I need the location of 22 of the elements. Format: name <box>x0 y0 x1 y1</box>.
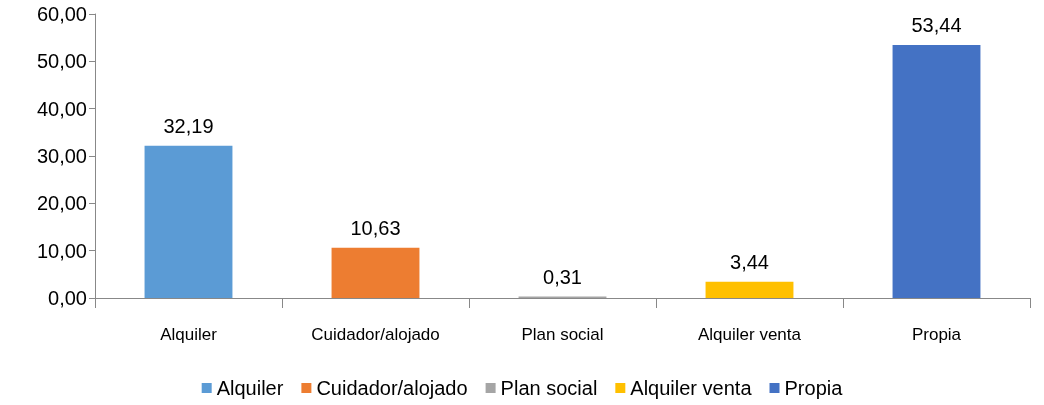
y-tick-label: 40,00 <box>36 97 87 120</box>
y-tick-label: 30,00 <box>36 145 87 167</box>
x-tick-label: Alquiler venta <box>697 325 802 344</box>
legend-label: Alquiler venta <box>630 377 753 399</box>
legend-label: Propia <box>784 377 844 399</box>
y-tick-label: 0,00 <box>48 287 87 309</box>
y-tick-label: 10,00 <box>36 239 87 262</box>
data-label: 32,19 <box>163 114 214 137</box>
data-label: 53,44 <box>911 14 962 37</box>
legend-label: Alquiler <box>216 377 284 399</box>
legend-label: Plan social <box>500 377 598 399</box>
data-label: 10,63 <box>350 216 401 239</box>
x-tick-label: Propia <box>911 325 962 344</box>
y-tick-label: 50,00 <box>36 50 87 73</box>
data-label: 3,44 <box>730 250 769 273</box>
x-tick-label: Plan social <box>521 325 604 344</box>
y-tick-label: 60,00 <box>36 3 87 25</box>
data-label: 0,31 <box>543 265 582 288</box>
x-tick-label: Cuidador/alojado <box>311 325 440 344</box>
x-tick-label: Alquiler <box>160 325 218 344</box>
y-tick-label: 20,00 <box>36 192 87 215</box>
legend-label: Cuidador/alojado <box>316 377 468 399</box>
